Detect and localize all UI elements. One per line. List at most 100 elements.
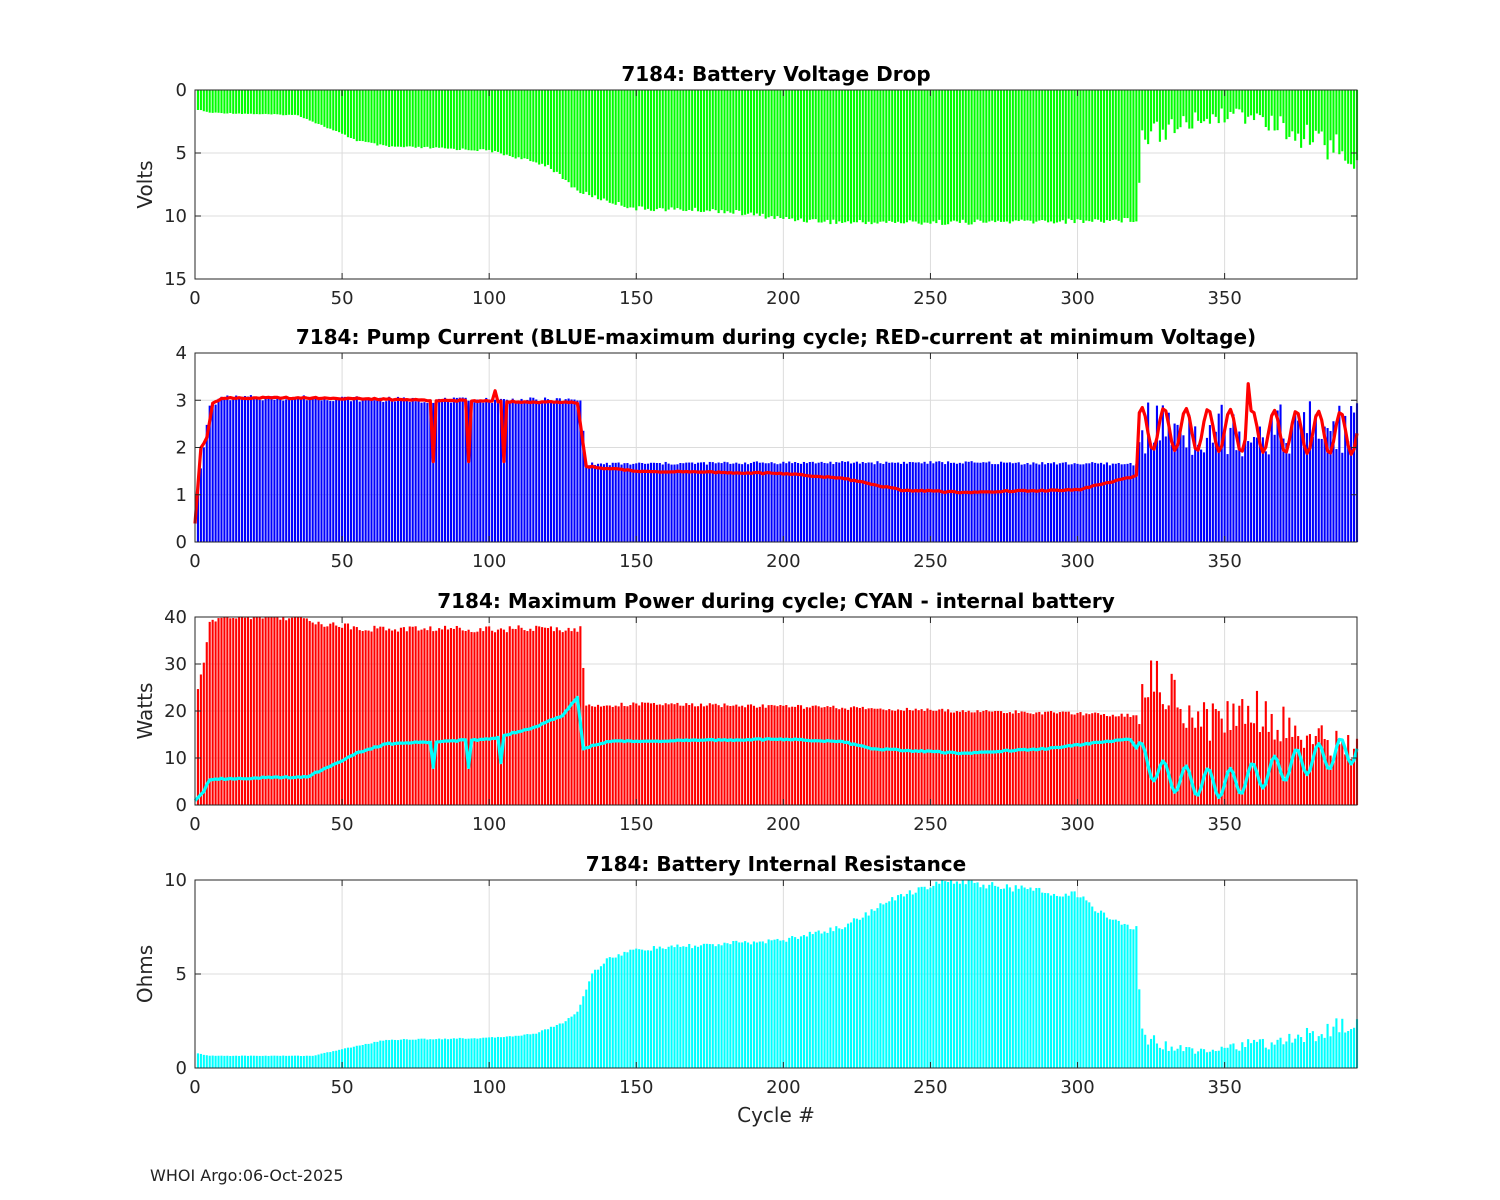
bar bbox=[1270, 90, 1273, 116]
bar bbox=[1085, 463, 1088, 542]
bar bbox=[1202, 90, 1206, 122]
bar bbox=[876, 461, 879, 542]
bar bbox=[446, 629, 450, 805]
bar bbox=[335, 625, 338, 805]
bar bbox=[1020, 711, 1023, 805]
bar bbox=[423, 402, 426, 542]
bar bbox=[441, 629, 444, 805]
bar bbox=[523, 630, 526, 805]
bar bbox=[1100, 462, 1103, 542]
bar bbox=[1102, 464, 1106, 542]
bar bbox=[1185, 1047, 1188, 1068]
bar bbox=[967, 880, 970, 1068]
bar bbox=[429, 626, 432, 805]
bar bbox=[364, 398, 367, 542]
bar bbox=[573, 90, 576, 188]
bar bbox=[1158, 692, 1161, 805]
bar bbox=[296, 396, 300, 542]
bar bbox=[373, 90, 376, 144]
bar bbox=[1120, 924, 1123, 1068]
bar bbox=[420, 629, 423, 805]
bar bbox=[873, 708, 876, 805]
bar bbox=[570, 399, 573, 542]
bar bbox=[1305, 1027, 1309, 1068]
y-tick-label: 15 bbox=[164, 269, 187, 290]
bar bbox=[897, 462, 900, 542]
bar bbox=[976, 710, 979, 805]
bar bbox=[361, 1044, 364, 1068]
bar bbox=[1170, 673, 1173, 805]
bar bbox=[741, 464, 744, 542]
bar bbox=[1111, 714, 1114, 805]
bar bbox=[249, 395, 252, 542]
bar bbox=[535, 625, 538, 805]
bar bbox=[1302, 747, 1306, 805]
bar bbox=[341, 90, 344, 134]
bar bbox=[1314, 1041, 1317, 1068]
bar bbox=[1297, 736, 1300, 805]
bar bbox=[958, 883, 961, 1068]
x-tick-label: 350 bbox=[1207, 814, 1241, 835]
bar bbox=[838, 462, 841, 542]
bar bbox=[817, 90, 820, 223]
bar bbox=[811, 90, 814, 220]
bar bbox=[1073, 891, 1076, 1068]
bar bbox=[864, 709, 867, 805]
x-tick-label: 200 bbox=[766, 551, 800, 572]
bar bbox=[1008, 712, 1011, 805]
bar bbox=[1055, 90, 1058, 223]
bar bbox=[1123, 923, 1126, 1068]
bar bbox=[735, 90, 738, 211]
bar bbox=[1338, 744, 1341, 805]
bar bbox=[717, 944, 720, 1068]
bar bbox=[517, 402, 520, 542]
bar bbox=[623, 951, 626, 1068]
bar bbox=[635, 703, 638, 805]
bar bbox=[323, 1052, 326, 1068]
bar bbox=[414, 626, 417, 805]
bar bbox=[332, 401, 335, 542]
bar bbox=[1241, 1042, 1244, 1068]
bar bbox=[385, 1039, 388, 1068]
bar bbox=[1294, 1038, 1297, 1068]
bar bbox=[485, 90, 488, 151]
bar bbox=[1323, 90, 1326, 146]
bar bbox=[608, 90, 611, 203]
bar bbox=[467, 90, 470, 151]
bar bbox=[267, 1055, 270, 1068]
bar bbox=[694, 463, 697, 542]
bar bbox=[1317, 728, 1320, 805]
bar bbox=[767, 463, 770, 542]
bar bbox=[1188, 705, 1191, 805]
bar bbox=[1070, 464, 1073, 542]
bar bbox=[417, 630, 420, 805]
bar bbox=[488, 90, 491, 150]
bar bbox=[1229, 90, 1232, 112]
bar bbox=[894, 462, 897, 542]
bar bbox=[667, 704, 670, 805]
bar bbox=[932, 90, 935, 222]
bar bbox=[535, 1033, 538, 1068]
bar bbox=[1173, 90, 1176, 134]
bar bbox=[1273, 739, 1276, 805]
bar bbox=[196, 90, 200, 110]
bar bbox=[1352, 748, 1356, 805]
bar bbox=[967, 710, 970, 805]
bar bbox=[579, 90, 582, 194]
bar bbox=[752, 705, 755, 805]
x-tick-label: 300 bbox=[1060, 1077, 1094, 1098]
bar bbox=[408, 1039, 411, 1068]
bar bbox=[255, 396, 258, 542]
bar bbox=[1132, 929, 1135, 1068]
bar bbox=[1008, 887, 1011, 1068]
bar bbox=[885, 902, 888, 1068]
bar bbox=[799, 90, 803, 219]
bar bbox=[891, 710, 894, 805]
bar bbox=[717, 90, 720, 214]
bar bbox=[752, 461, 755, 542]
bar bbox=[1200, 726, 1203, 805]
bar bbox=[355, 90, 358, 142]
bar bbox=[817, 706, 820, 805]
bar bbox=[299, 90, 302, 117]
